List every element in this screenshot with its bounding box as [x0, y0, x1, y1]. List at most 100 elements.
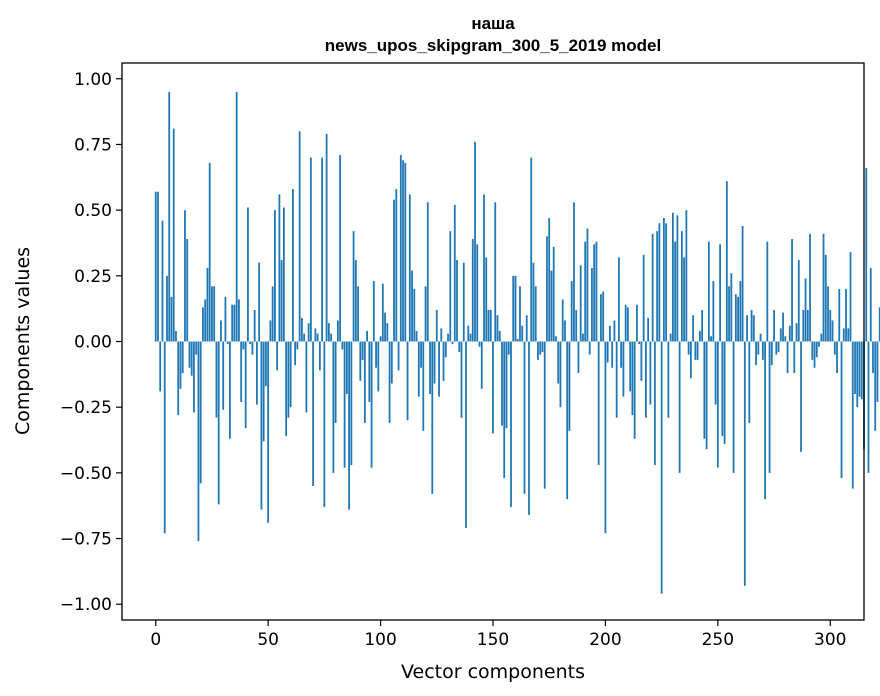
- bar-192: [586, 228, 589, 342]
- bar-36: [235, 91, 238, 342]
- bar-253: [723, 341, 726, 444]
- bar-233: [678, 341, 681, 473]
- bar-66: [303, 333, 306, 342]
- bar-83: [341, 341, 344, 350]
- bar-139: [467, 325, 470, 342]
- bar-8: [172, 128, 175, 342]
- bar-77: [327, 323, 330, 342]
- bar-124: [433, 341, 436, 384]
- bar-269: [759, 333, 762, 342]
- bar-217: [642, 254, 645, 342]
- bar-207: [620, 341, 623, 368]
- bar-45: [256, 341, 258, 405]
- bar-241: [696, 341, 699, 360]
- bar-21: [202, 307, 204, 342]
- bar-322: [878, 307, 880, 342]
- bar-189: [579, 265, 582, 342]
- bar-200: [604, 341, 607, 534]
- bar-107: [395, 189, 398, 342]
- chart-title-line-1: наша: [471, 14, 515, 33]
- bar-167: [530, 157, 533, 342]
- bar-145: [480, 341, 483, 389]
- bar-197: [597, 341, 600, 465]
- bar-27: [215, 341, 218, 418]
- bar-193: [588, 341, 591, 355]
- bar-6: [168, 91, 171, 342]
- bar-23: [206, 267, 209, 342]
- bar-300: [829, 309, 832, 342]
- bar-258: [734, 294, 737, 342]
- bar-164: [523, 341, 526, 494]
- bar-157: [507, 341, 510, 355]
- bar-19: [197, 341, 200, 542]
- bar-227: [665, 223, 668, 342]
- bar-160: [514, 275, 517, 342]
- bar-270: [761, 341, 764, 360]
- bar-231: [674, 241, 677, 342]
- bar-238: [689, 341, 692, 379]
- bar-186: [573, 202, 575, 342]
- x-tick-label: 250: [702, 630, 734, 650]
- bar-12: [181, 341, 184, 374]
- bar-78: [330, 333, 333, 342]
- bar-143: [476, 244, 479, 342]
- bar-114: [411, 270, 413, 342]
- bar-249: [714, 341, 717, 405]
- y-tick-label: 0.00: [74, 333, 112, 353]
- bar-89: [354, 260, 357, 342]
- bar-13: [184, 210, 186, 342]
- bar-52: [271, 286, 274, 342]
- bar-178: [555, 336, 557, 342]
- bar-94: [366, 330, 368, 342]
- bar-47: [260, 341, 263, 510]
- bar-130: [447, 333, 449, 342]
- bar-203: [611, 341, 614, 368]
- bar-209: [624, 304, 627, 342]
- bar-24: [208, 162, 211, 342]
- bar-38: [240, 341, 243, 402]
- bar-237: [687, 341, 690, 355]
- bar-254: [725, 181, 728, 342]
- bar-54: [276, 341, 279, 371]
- bar-268: [757, 341, 760, 355]
- bar-151: [494, 202, 497, 342]
- bar-271: [764, 341, 766, 500]
- bar-188: [577, 341, 580, 374]
- bar-25: [211, 286, 213, 342]
- bar-60: [289, 341, 292, 408]
- bar-220: [649, 341, 652, 405]
- bar-229: [669, 333, 672, 342]
- x-axis-ticks: 0 50 100 150 200 250 300: [150, 620, 846, 650]
- bar-212: [631, 341, 634, 416]
- bar-0: [154, 191, 157, 342]
- bar-166: [528, 341, 530, 515]
- bar-149: [489, 309, 492, 342]
- bar-70: [312, 341, 315, 486]
- bar-250: [716, 341, 719, 468]
- bar-295: [818, 341, 820, 347]
- bar-42: [249, 341, 252, 345]
- bar-68: [307, 323, 310, 342]
- bar-299: [827, 286, 829, 342]
- bar-316: [865, 168, 868, 342]
- bar-98: [375, 341, 377, 368]
- bar-190: [582, 333, 584, 342]
- bar-248: [712, 281, 715, 342]
- bar-137: [462, 262, 465, 342]
- bar-275: [773, 309, 775, 342]
- y-axis-label: Components values: [12, 247, 34, 435]
- bar-57: [282, 207, 285, 342]
- y-tick-label: −0.50: [60, 464, 112, 484]
- bar-116: [415, 330, 418, 342]
- bar-138: [465, 341, 467, 529]
- bar-14: [186, 239, 189, 342]
- bar-43: [251, 341, 254, 355]
- bar-247: [710, 336, 712, 342]
- bar-104: [388, 341, 391, 423]
- bar-173: [543, 341, 546, 489]
- bar-128: [442, 341, 445, 381]
- bar-59: [287, 341, 290, 418]
- bar-279: [782, 312, 784, 342]
- bar-240: [694, 341, 697, 360]
- bar-175: [548, 218, 551, 342]
